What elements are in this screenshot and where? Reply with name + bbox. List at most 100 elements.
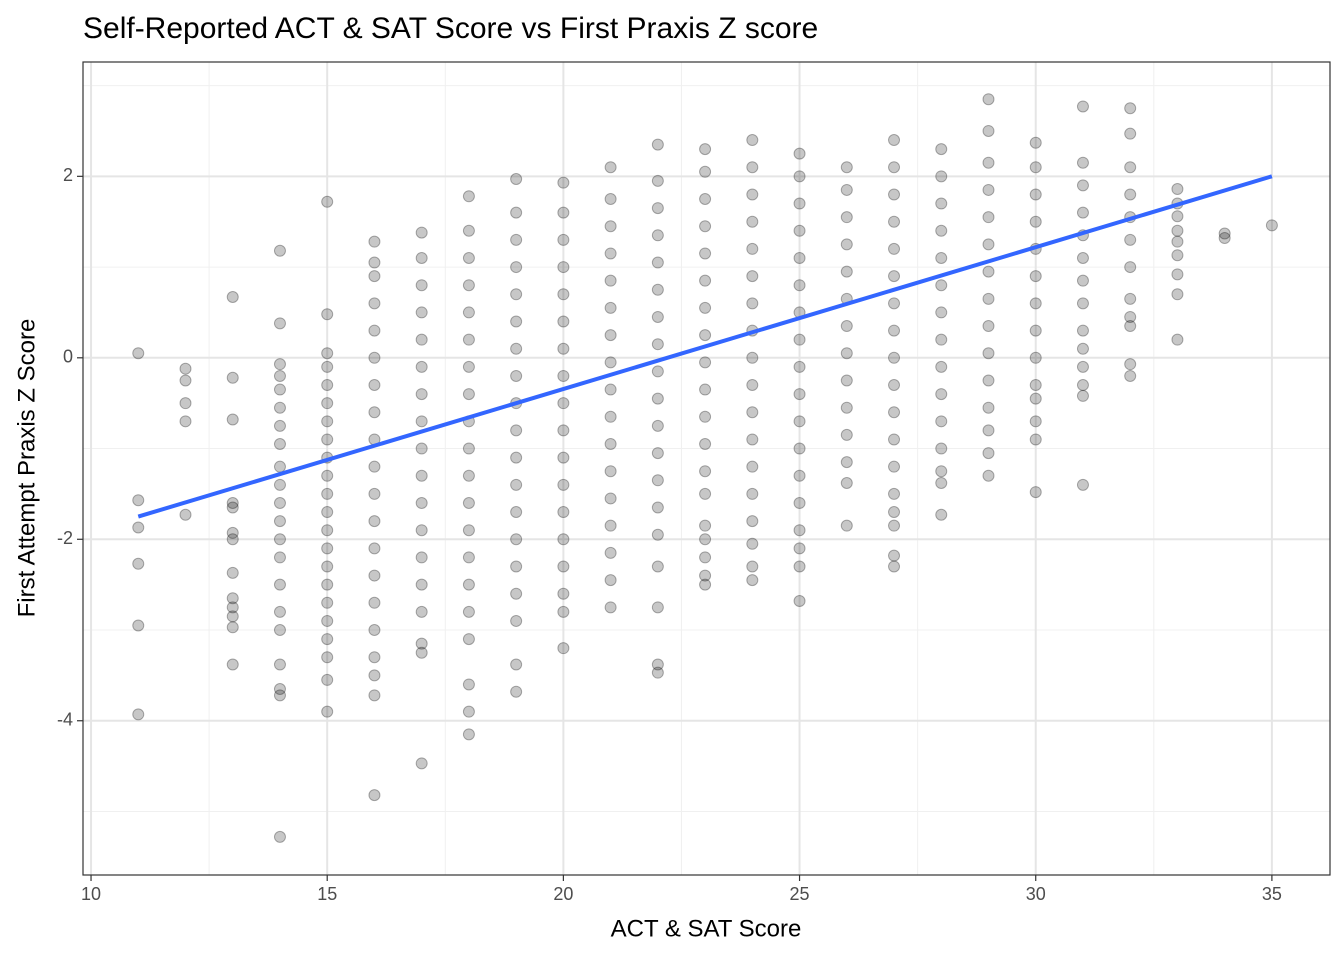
point bbox=[1171, 249, 1184, 262]
point bbox=[462, 279, 475, 292]
point bbox=[699, 569, 712, 582]
point bbox=[557, 369, 570, 382]
point bbox=[226, 291, 239, 304]
point bbox=[982, 469, 995, 482]
point bbox=[226, 658, 239, 671]
point bbox=[793, 442, 806, 455]
point bbox=[321, 347, 334, 360]
point bbox=[510, 288, 523, 301]
point bbox=[557, 605, 570, 618]
point bbox=[415, 524, 428, 537]
point bbox=[651, 528, 664, 541]
point bbox=[840, 211, 853, 224]
point bbox=[557, 533, 570, 546]
point bbox=[935, 306, 948, 319]
point bbox=[368, 624, 381, 637]
point bbox=[462, 306, 475, 319]
point bbox=[321, 308, 334, 321]
point bbox=[510, 587, 523, 600]
point bbox=[1029, 433, 1042, 446]
point bbox=[368, 235, 381, 248]
point bbox=[321, 651, 334, 664]
point bbox=[840, 183, 853, 196]
point bbox=[1171, 183, 1184, 196]
point bbox=[888, 351, 901, 364]
point bbox=[273, 460, 286, 473]
point bbox=[888, 460, 901, 473]
y-tick-label: 0 bbox=[63, 347, 73, 367]
point bbox=[888, 506, 901, 519]
point bbox=[793, 496, 806, 509]
point bbox=[935, 360, 948, 373]
point bbox=[746, 433, 759, 446]
point bbox=[1029, 351, 1042, 364]
point bbox=[982, 374, 995, 387]
point bbox=[1076, 179, 1089, 192]
point bbox=[1076, 478, 1089, 491]
point bbox=[1124, 369, 1137, 382]
y-tick-label: 2 bbox=[63, 165, 73, 185]
point bbox=[982, 238, 995, 251]
point bbox=[368, 651, 381, 664]
point bbox=[179, 362, 192, 375]
point bbox=[321, 360, 334, 373]
point bbox=[1124, 161, 1137, 174]
point bbox=[368, 460, 381, 473]
point bbox=[415, 226, 428, 239]
point bbox=[321, 195, 334, 208]
point bbox=[179, 415, 192, 428]
point bbox=[273, 551, 286, 564]
point bbox=[557, 642, 570, 655]
point bbox=[557, 233, 570, 246]
point bbox=[746, 270, 759, 283]
point bbox=[226, 566, 239, 579]
point bbox=[604, 601, 617, 614]
point bbox=[1076, 156, 1089, 169]
point bbox=[510, 173, 523, 186]
point bbox=[888, 297, 901, 310]
point bbox=[462, 360, 475, 373]
point bbox=[368, 324, 381, 337]
point bbox=[415, 551, 428, 564]
point bbox=[1029, 392, 1042, 405]
point bbox=[1029, 324, 1042, 337]
point bbox=[273, 438, 286, 451]
point bbox=[699, 247, 712, 260]
point bbox=[368, 256, 381, 269]
point bbox=[935, 477, 948, 490]
point bbox=[1076, 206, 1089, 219]
point bbox=[557, 288, 570, 301]
point bbox=[793, 542, 806, 555]
plot-border bbox=[82, 61, 1331, 876]
point bbox=[651, 392, 664, 405]
point bbox=[793, 360, 806, 373]
point bbox=[651, 310, 664, 323]
point bbox=[462, 442, 475, 455]
point bbox=[982, 156, 995, 169]
point bbox=[746, 297, 759, 310]
point bbox=[604, 161, 617, 174]
point bbox=[840, 401, 853, 414]
point bbox=[699, 465, 712, 478]
point bbox=[510, 478, 523, 491]
point bbox=[368, 669, 381, 682]
point bbox=[226, 601, 239, 614]
point bbox=[1029, 161, 1042, 174]
point bbox=[888, 519, 901, 532]
point bbox=[840, 456, 853, 469]
x-tick-label: 10 bbox=[81, 884, 101, 904]
point bbox=[604, 519, 617, 532]
point bbox=[273, 624, 286, 637]
point bbox=[888, 433, 901, 446]
point bbox=[888, 242, 901, 255]
point bbox=[982, 424, 995, 437]
point bbox=[746, 487, 759, 500]
point bbox=[1218, 232, 1231, 245]
point bbox=[604, 546, 617, 559]
point bbox=[604, 410, 617, 423]
point bbox=[273, 419, 286, 432]
point bbox=[746, 460, 759, 473]
point bbox=[273, 605, 286, 618]
point bbox=[415, 279, 428, 292]
point bbox=[1076, 342, 1089, 355]
